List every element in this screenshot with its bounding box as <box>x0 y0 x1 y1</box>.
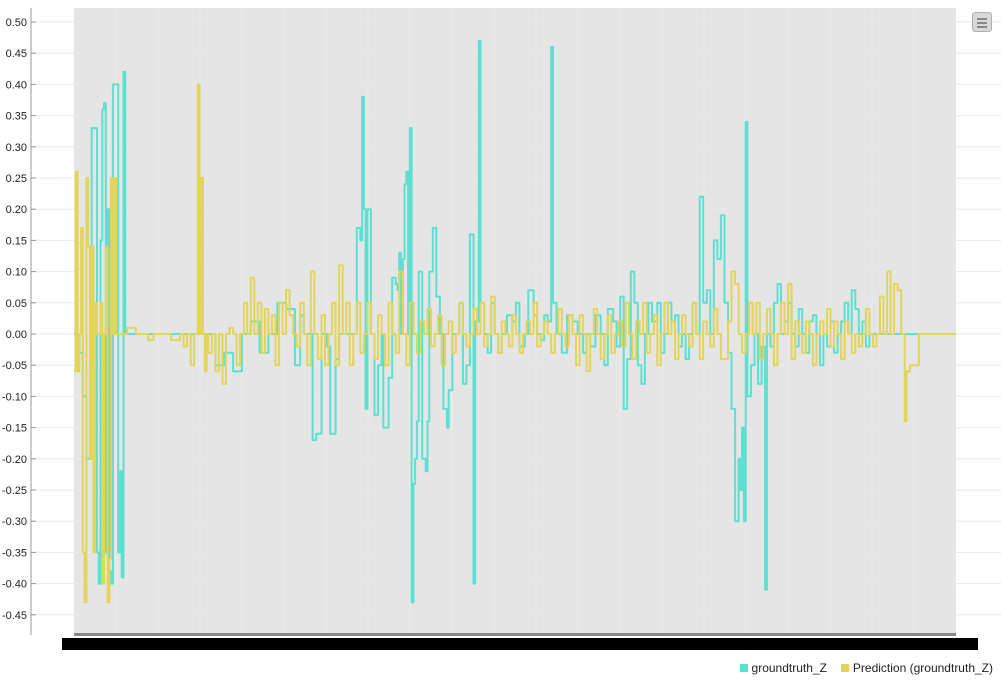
legend-swatch-prediction <box>840 664 849 672</box>
y-tick-label: 0.15 <box>6 235 27 247</box>
y-tick-label: 0.35 <box>6 111 27 123</box>
x-axis-underline <box>74 633 956 636</box>
y-tick-label: 0.10 <box>6 267 27 279</box>
series-line-prediction[interactable] <box>74 83 956 604</box>
legend-swatch-groundtruth <box>739 664 748 672</box>
y-tick-label: 0.30 <box>6 142 27 154</box>
y-tick-label: 0.00 <box>6 329 27 341</box>
y-tick-label: -0.10 <box>2 391 27 403</box>
legend-item-groundtruth[interactable]: groundtruth_Z <box>739 661 827 675</box>
series-layer <box>74 39 956 604</box>
x-axis-tick-band <box>62 638 978 650</box>
y-tick-label: 0.05 <box>6 298 27 310</box>
y-tick-label: -0.20 <box>2 454 27 466</box>
y-tick-label: -0.15 <box>2 423 27 435</box>
y-tick-label: 0.20 <box>6 204 27 216</box>
y-tick-label: -0.40 <box>2 579 27 591</box>
y-tick-label: 0.50 <box>6 17 27 29</box>
y-tick-label: -0.45 <box>2 610 27 622</box>
y-tick-label: 0.45 <box>6 48 27 60</box>
legend-item-prediction[interactable]: Prediction (groundtruth_Z) <box>840 661 993 675</box>
y-tick-label: -0.30 <box>2 516 27 528</box>
y-tick-label: -0.25 <box>2 485 27 497</box>
y-tick-label: -0.35 <box>2 547 27 559</box>
y-tick-label: 0.25 <box>6 173 27 185</box>
legend: groundtruth_Z Prediction (groundtruth_Z) <box>739 661 993 675</box>
y-tick-label: 0.40 <box>6 79 27 91</box>
y-axis: 0.50 0.45 0.40 0.35 0.30 0.25 0.20 0.15 0.10 0.05… <box>2 17 36 622</box>
legend-label-prediction: Prediction (groundtruth_Z) <box>852 661 993 675</box>
y-tick-label: -0.05 <box>2 360 27 372</box>
legend-label-groundtruth: groundtruth_Z <box>751 661 827 675</box>
chart-menu-button[interactable] <box>972 12 992 32</box>
